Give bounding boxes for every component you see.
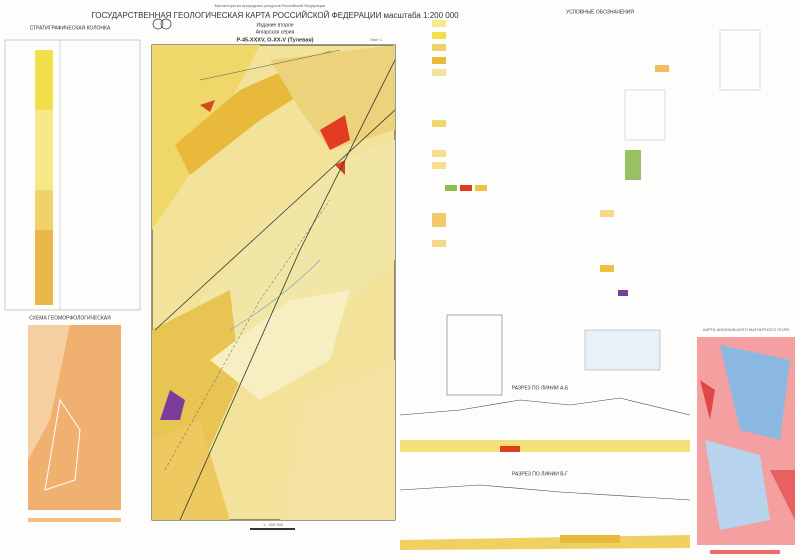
scale: 1 : 200 000	[263, 522, 284, 527]
emblem	[152, 18, 172, 30]
column-title: СТРАТИГРАФИЧЕСКАЯ КОЛОНКА	[30, 25, 111, 31]
section-2	[399, 484, 691, 550]
section-2-title: РАЗРЕЗ ПО ЛИНИИ В-Г	[512, 471, 568, 477]
sheet-number: Лист 1	[370, 37, 383, 42]
magnetic-map	[697, 337, 795, 554]
sheet: P-45-XXXV, O-XX-V (Тулевая)	[236, 37, 313, 43]
top-note: Министерство природных ресурсов Российск…	[215, 3, 326, 8]
strat-column	[4, 39, 141, 311]
right-map-title: КАРТА АНОМАЛЬНОГО МАГНИТНОГО ПОЛЯ	[703, 327, 789, 332]
edition: Издание второе	[256, 22, 293, 28]
main-map	[151, 44, 396, 521]
section-1-title: РАЗРЕЗ ПО ЛИНИИ А-Б	[512, 385, 569, 391]
section-1	[399, 397, 691, 452]
scale-bar	[250, 528, 295, 530]
scheme-title: СХЕМА ГЕОМОРФОЛОГИЧЕСКАЯ	[29, 315, 111, 321]
geomorph-scheme	[28, 325, 121, 522]
legend	[432, 20, 761, 296]
series: Ангарская серия	[256, 29, 295, 35]
legend-title: УСЛОВНЫЕ ОБОЗНАЧЕНИЯ	[566, 9, 634, 15]
index-maps	[446, 314, 661, 396]
title: ГОСУДАРСТВЕННАЯ ГЕОЛОГИЧЕСКАЯ КАРТА РОСС…	[91, 11, 459, 20]
